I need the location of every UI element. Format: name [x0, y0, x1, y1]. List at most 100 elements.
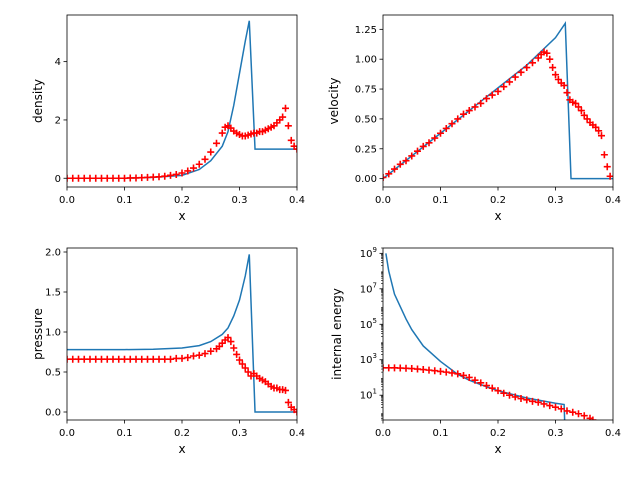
data-point: [190, 164, 197, 172]
data-point: [589, 416, 597, 420]
data-point: [287, 136, 295, 144]
data-point: [391, 165, 398, 173]
y-tick-label: 0.50: [355, 114, 377, 125]
data-point: [236, 356, 243, 364]
y-tick-label: 0: [55, 174, 61, 185]
data-point: [554, 76, 562, 83]
data-point: [195, 351, 203, 359]
data-point: [543, 49, 551, 57]
data-point: [500, 83, 508, 91]
y-tick-label: 105: [360, 317, 377, 331]
data-point: [598, 132, 605, 140]
data-point: [207, 148, 215, 156]
data-point: [465, 107, 473, 115]
y-axis-label: internal energy: [330, 288, 344, 380]
x-tick-label: 0.0: [59, 428, 75, 439]
data-point: [529, 397, 536, 405]
data-point: [592, 123, 600, 131]
y-tick-label: 4: [55, 57, 61, 68]
series-markers: [383, 364, 597, 420]
data-point: [201, 350, 209, 358]
data-point: [471, 103, 479, 111]
data-point: [207, 347, 215, 355]
data-point: [293, 408, 297, 416]
series-markers: [67, 104, 297, 182]
series-line: [383, 21, 613, 180]
series-markers: [67, 334, 297, 416]
x-tick-label: 0.3: [548, 428, 564, 439]
data-point: [241, 364, 249, 372]
subplot-4: 0.0 0.1 0.2 0.3 0.4 101 103 105 107 109 x internal …: [330, 246, 621, 456]
data-point: [600, 151, 608, 159]
data-point: [580, 412, 588, 420]
x-tick-label: 0.4: [289, 428, 305, 439]
data-point: [546, 55, 554, 63]
data-point: [575, 103, 582, 111]
x-tick-label: 0.1: [117, 428, 133, 439]
y-tick-label: 101: [360, 388, 377, 402]
data-point: [580, 111, 588, 119]
x-tick-label: 0.0: [375, 428, 391, 439]
axes-frame: [66, 14, 298, 188]
data-point: [419, 142, 427, 150]
data-point: [167, 171, 174, 179]
data-point: [282, 104, 289, 112]
data-point: [408, 152, 416, 160]
data-point: [511, 393, 519, 401]
data-point: [529, 59, 536, 67]
y-tick-label: 0.5: [45, 368, 61, 379]
data-point: [282, 386, 289, 394]
data-point: [563, 89, 571, 97]
y-tick-label: 107: [360, 281, 377, 295]
x-tick-label: 0.4: [605, 428, 621, 439]
y-axis-label: density: [31, 79, 45, 123]
subplot-2: 0.0 0.1 0.2 0.3 0.4 0.00 0.25 0.50 0.75 1.00 1.25 x…: [327, 14, 621, 223]
x-tick-label: 0.3: [548, 195, 564, 206]
subplot-1: 0.0 0.1 0.2 0.3 0.4 0 2 4 x density: [31, 14, 305, 223]
data-point: [569, 408, 577, 416]
data-point: [213, 139, 220, 147]
y-tick-label: 0.0: [45, 408, 61, 419]
data-point: [385, 170, 393, 178]
data-point: [201, 155, 209, 163]
y-tick-label: 0.00: [355, 174, 377, 185]
data-point: [184, 354, 192, 362]
data-point: [396, 160, 404, 168]
x-tick-label: 0.0: [375, 195, 391, 206]
data-point: [549, 64, 557, 72]
data-point: [460, 371, 467, 379]
data-point: [523, 64, 531, 72]
data-point: [577, 107, 585, 115]
data-point: [195, 160, 203, 168]
data-point: [437, 129, 444, 137]
y-tick-label: 1.5: [45, 288, 61, 299]
data-point: [244, 368, 252, 376]
axes-frame: [66, 247, 298, 421]
data-point: [460, 110, 467, 118]
y-tick-label: 0.75: [355, 85, 377, 96]
x-tick-label: 0.1: [433, 195, 449, 206]
x-tick-label: 0.0: [59, 195, 75, 206]
data-point: [402, 157, 410, 165]
data-point: [448, 369, 456, 377]
data-point: [383, 173, 387, 181]
x-axis-label: x: [178, 209, 185, 223]
data-point: [488, 91, 496, 99]
data-point: [506, 78, 513, 86]
data-point: [442, 368, 450, 376]
data-point: [563, 407, 571, 415]
axes-frame: [382, 247, 614, 421]
x-tick-label: 0.1: [117, 195, 133, 206]
data-point: [523, 396, 531, 404]
series-markers: [383, 48, 613, 181]
axes-frame: [382, 14, 614, 188]
x-tick-label: 0.4: [289, 195, 305, 206]
data-point: [483, 382, 490, 390]
data-point: [284, 122, 292, 130]
y-tick-label: 2.0: [45, 248, 61, 259]
series-line: [67, 254, 297, 413]
data-point: [218, 129, 226, 137]
data-point: [454, 115, 462, 123]
data-point: [184, 167, 192, 175]
